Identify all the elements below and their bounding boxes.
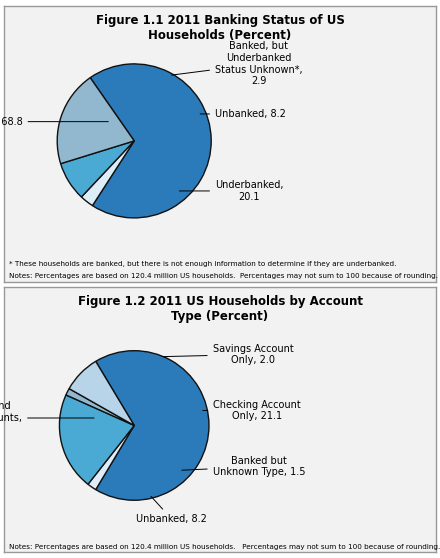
Text: Banked but
Unknown Type, 1.5: Banked but Unknown Type, 1.5 bbox=[182, 456, 305, 478]
Text: Unbanked, 8.2: Unbanked, 8.2 bbox=[200, 109, 286, 119]
Wedge shape bbox=[59, 395, 134, 484]
Text: Figure 1.1 2011 Banking Status of US
Households (Percent): Figure 1.1 2011 Banking Status of US Hou… bbox=[95, 14, 345, 42]
Wedge shape bbox=[61, 141, 134, 197]
Text: Checking and
Savings Accounts,
67.2: Checking and Savings Accounts, 67.2 bbox=[0, 401, 94, 435]
Text: Banked, but
Underbanked
Status Unknown*,
2.9: Banked, but Underbanked Status Unknown*,… bbox=[172, 41, 303, 86]
Text: Unbanked, 8.2: Unbanked, 8.2 bbox=[136, 496, 207, 524]
Text: Notes: Percentages are based on 120.4 million US households.  Percentages may no: Notes: Percentages are based on 120.4 mi… bbox=[9, 273, 438, 279]
Text: Figure 1.2 2011 US Households by Account
Type (Percent): Figure 1.2 2011 US Households by Account… bbox=[77, 295, 363, 323]
Wedge shape bbox=[88, 426, 134, 489]
Text: * These households are banked, but there is not enough information to determine : * These households are banked, but there… bbox=[9, 261, 396, 267]
Text: Underbanked,
20.1: Underbanked, 20.1 bbox=[180, 180, 283, 202]
Text: Savings Account
Only, 2.0: Savings Account Only, 2.0 bbox=[163, 344, 293, 365]
Text: Checking Account
Only, 21.1: Checking Account Only, 21.1 bbox=[203, 400, 301, 421]
Text: Notes: Percentages are based on 120.4 million US households.   Percentages may n: Notes: Percentages are based on 120.4 mi… bbox=[9, 543, 440, 550]
Wedge shape bbox=[57, 78, 134, 163]
Text: Fully Banked, 68.8: Fully Banked, 68.8 bbox=[0, 117, 108, 127]
Wedge shape bbox=[90, 64, 211, 218]
Wedge shape bbox=[66, 388, 134, 426]
Wedge shape bbox=[69, 362, 134, 426]
Wedge shape bbox=[96, 351, 209, 500]
Wedge shape bbox=[81, 141, 134, 205]
